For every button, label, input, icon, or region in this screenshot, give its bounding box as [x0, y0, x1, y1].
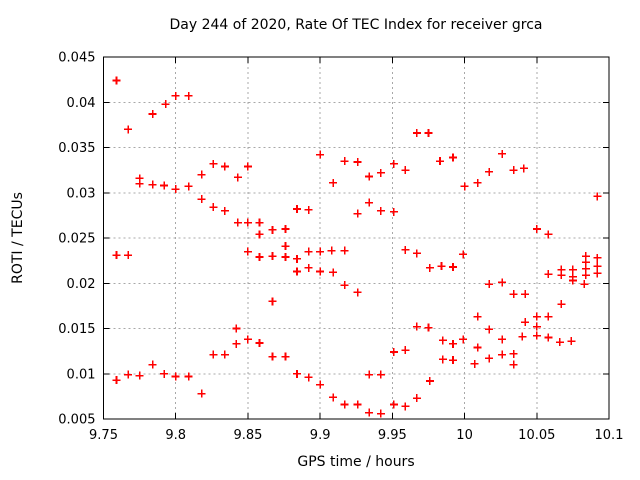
chart-title: Day 244 of 2020, Rate Of TEC Index for r… [170, 17, 543, 33]
x-tick-label: 9.75 [89, 428, 118, 443]
scatter-plus-markers [112, 76, 602, 418]
y-tick-label: 0.045 [58, 51, 95, 66]
grid-lines [103, 57, 609, 419]
x-tick-label: 9.8 [165, 428, 186, 443]
y-tick-label: 0.01 [67, 367, 96, 382]
y-tick-label: 0.04 [67, 96, 96, 111]
y-tick-label: 0.005 [58, 413, 95, 428]
x-tick-label: 10.1 [595, 428, 624, 443]
x-tick-label: 9.9 [310, 428, 331, 443]
y-tick-label: 0.025 [58, 232, 95, 247]
y-tick-label: 0.015 [58, 322, 95, 337]
x-tick-label: 10.05 [518, 428, 555, 443]
y-tick-label: 0.035 [58, 141, 95, 156]
x-axis-label: GPS time / hours [297, 454, 414, 470]
y-tick-label: 0.03 [67, 186, 96, 201]
x-tick-label: 10 [456, 428, 473, 443]
y-tick-label: 0.02 [67, 277, 96, 292]
x-tick-label: 9.85 [233, 428, 262, 443]
axis-tick-marks [103, 56, 610, 420]
y-axis-label: ROTI / TECUs [10, 192, 26, 284]
axis-tick-labels: 9.75 9.8 9.85 9.9 9.95 10 10.05 10.1 0.005 0.01 0.… [58, 51, 623, 444]
data-points [112, 76, 602, 418]
x-tick-label: 9.95 [378, 428, 407, 443]
